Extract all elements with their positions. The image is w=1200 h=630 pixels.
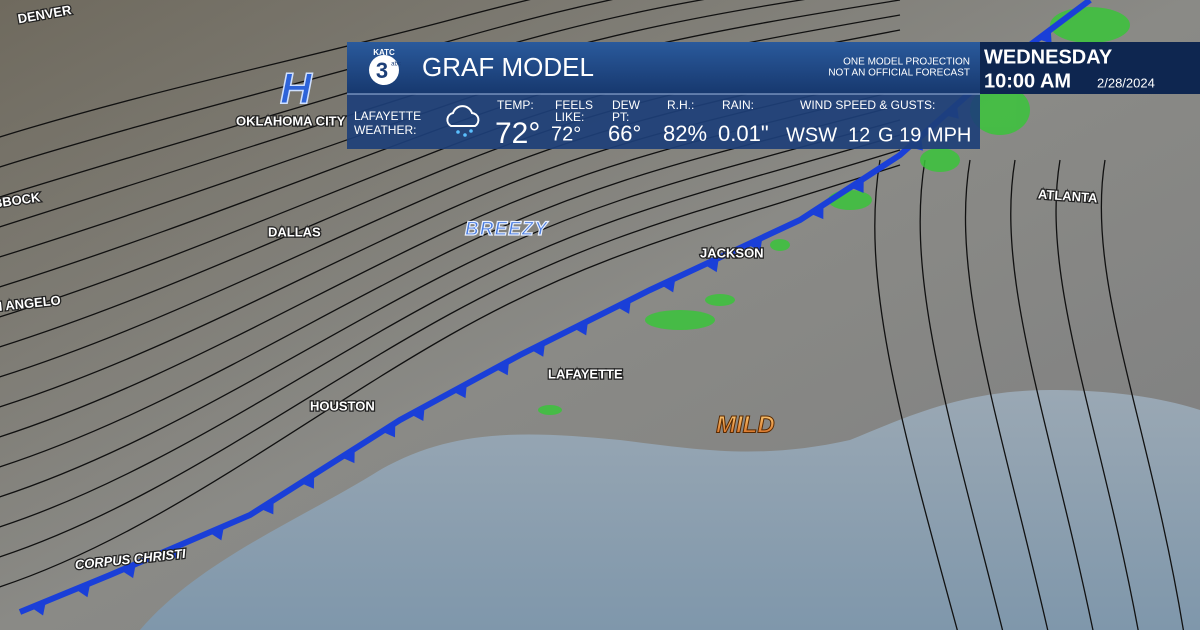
- front-pip: [747, 237, 763, 252]
- title: GRAF MODEL: [422, 52, 594, 82]
- date: 2/28/2024: [1097, 75, 1155, 90]
- logo: KATC 3 abc: [369, 48, 401, 85]
- wind-speed: 12: [848, 124, 870, 146]
- field-value: 82%: [663, 121, 707, 146]
- field-value: 72°: [495, 117, 540, 150]
- field-value: 72°: [551, 123, 581, 145]
- isobar: [0, 149, 901, 558]
- front-pip: [410, 406, 425, 422]
- fields: TEMP:72°FEELSLIKE:72°DEWPT:66°R.H.:82%RA…: [495, 98, 769, 150]
- front-pip: [704, 257, 719, 273]
- isobar: [0, 164, 901, 588]
- wind-gust: G 19 MPH: [878, 124, 971, 146]
- pressure-high: H: [280, 65, 313, 114]
- isobar: [1055, 159, 1139, 630]
- isobar: [1010, 159, 1094, 630]
- callout-mild: MILD: [716, 411, 775, 438]
- panel-body: [347, 94, 980, 149]
- isobar: [874, 159, 958, 630]
- wind-label: WIND SPEED & GUSTS:: [800, 98, 935, 112]
- city: LAFAYETTE: [548, 366, 623, 381]
- disclaimer: ONE MODEL PROJECTION: [843, 57, 970, 68]
- front-pip: [209, 526, 224, 541]
- isobar: [0, 0, 531, 138]
- logo-channel: 3: [376, 58, 388, 83]
- field-label: FEELS: [555, 98, 593, 112]
- logo-network: abc: [391, 62, 401, 68]
- front-pip: [121, 563, 136, 579]
- location: WEATHER:: [354, 123, 416, 137]
- time: 10:00 AM: [984, 70, 1071, 92]
- front-pip: [494, 360, 510, 376]
- city: DALLAS: [268, 224, 321, 239]
- front-pip: [260, 500, 274, 515]
- front-pip: [660, 278, 676, 293]
- front-pip: [31, 601, 46, 616]
- isobar: [964, 159, 1049, 630]
- field-label: R.H.:: [667, 98, 694, 112]
- front-pip: [573, 321, 588, 336]
- field-label: TEMP:: [497, 98, 534, 112]
- logo-station: KATC: [373, 48, 395, 57]
- isobar: [0, 104, 901, 468]
- front-pip: [810, 204, 824, 220]
- field-value: 66°: [608, 121, 641, 146]
- isobar: [0, 134, 901, 528]
- front-pip: [300, 474, 315, 489]
- front-pip: [616, 299, 631, 314]
- field-label: DEW: [612, 98, 641, 112]
- isobar: [0, 119, 901, 498]
- gulf: [140, 390, 1200, 630]
- disclaimer: NOT AN OFFICIAL FORECAST: [828, 68, 970, 79]
- front-pip: [165, 545, 180, 560]
- callout-breezy: BREEZY: [465, 219, 549, 240]
- front-pip: [75, 583, 91, 598]
- city: ATLANTA: [1038, 186, 1099, 205]
- field-label: LIKE:: [555, 110, 584, 124]
- front-pip: [452, 383, 467, 399]
- panel-header: [347, 42, 980, 94]
- wind-direction: WSW: [786, 124, 837, 146]
- front-pip: [1038, 29, 1052, 44]
- front-pip: [530, 342, 546, 357]
- front-pip: [850, 178, 864, 194]
- city: JACKSON: [700, 245, 764, 260]
- location: LAFAYETTE: [354, 109, 421, 123]
- field-label: RAIN:: [722, 98, 754, 112]
- day: WEDNESDAY: [984, 46, 1113, 68]
- city: OKLAHOMA CITY: [236, 113, 346, 128]
- front-pip: [341, 448, 355, 464]
- logo-disc: [369, 55, 399, 85]
- city: HOUSTON: [310, 398, 375, 413]
- isobar: [0, 0, 614, 168]
- time-box: [980, 42, 1200, 94]
- radar: [538, 7, 1130, 415]
- isobar: [919, 159, 1004, 630]
- isobar: [1100, 159, 1184, 630]
- field-value: 0.01": [718, 121, 769, 146]
- field-label: PT:: [612, 110, 629, 124]
- front-pip: [381, 422, 396, 438]
- weather-icon: [446, 105, 480, 137]
